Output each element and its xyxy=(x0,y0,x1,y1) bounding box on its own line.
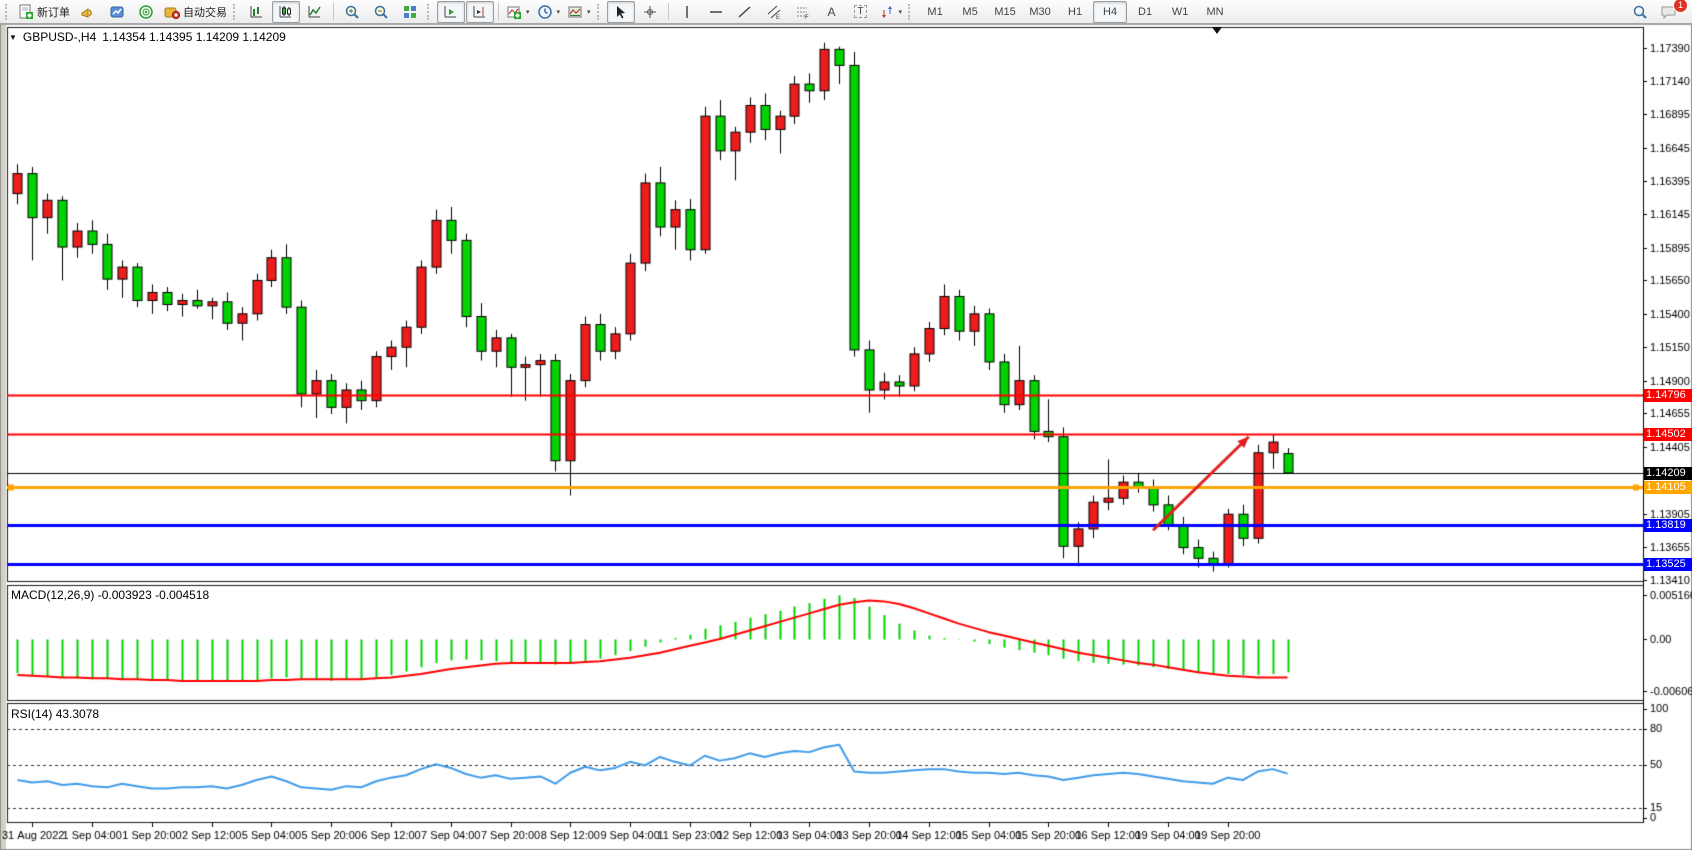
macd-values: -0.003923 -0.004518 xyxy=(97,588,210,602)
rsi-value: 43.3078 xyxy=(55,707,100,721)
chart-ohlc-values: 1.14354 1.14395 1.14209 1.14209 xyxy=(102,30,286,44)
hline-price-label-1.14502[interactable]: 1.14502 xyxy=(1644,427,1692,441)
hline-price-label-1.14105[interactable]: 1.14105 xyxy=(1644,480,1692,494)
chart-symbol-period: GBPUSD-,H4 xyxy=(22,30,97,44)
macd-name: MACD(12,26,9) xyxy=(11,588,95,602)
hline-price-label-1.13525[interactable]: 1.13525 xyxy=(1644,557,1692,571)
rsi-name: RSI(14) xyxy=(11,707,53,721)
hline-price-label-1.13819[interactable]: 1.13819 xyxy=(1644,518,1692,532)
macd-indicator-label: MACD(12,26,9) -0.003923 -0.004518 xyxy=(11,588,209,602)
one-click-trading-toggle-icon[interactable]: ▼ xyxy=(9,32,17,42)
rsi-indicator-label: RSI(14) 43.3078 xyxy=(11,707,99,721)
chart-shift-marker[interactable] xyxy=(1212,27,1222,34)
chart-title: ▼ GBPUSD-,H4 1.14354 1.14395 1.14209 1.1… xyxy=(9,30,286,44)
hline-price-label-1.14796[interactable]: 1.14796 xyxy=(1644,388,1692,402)
hline-price-label-1.14209[interactable]: 1.14209 xyxy=(1644,466,1692,480)
